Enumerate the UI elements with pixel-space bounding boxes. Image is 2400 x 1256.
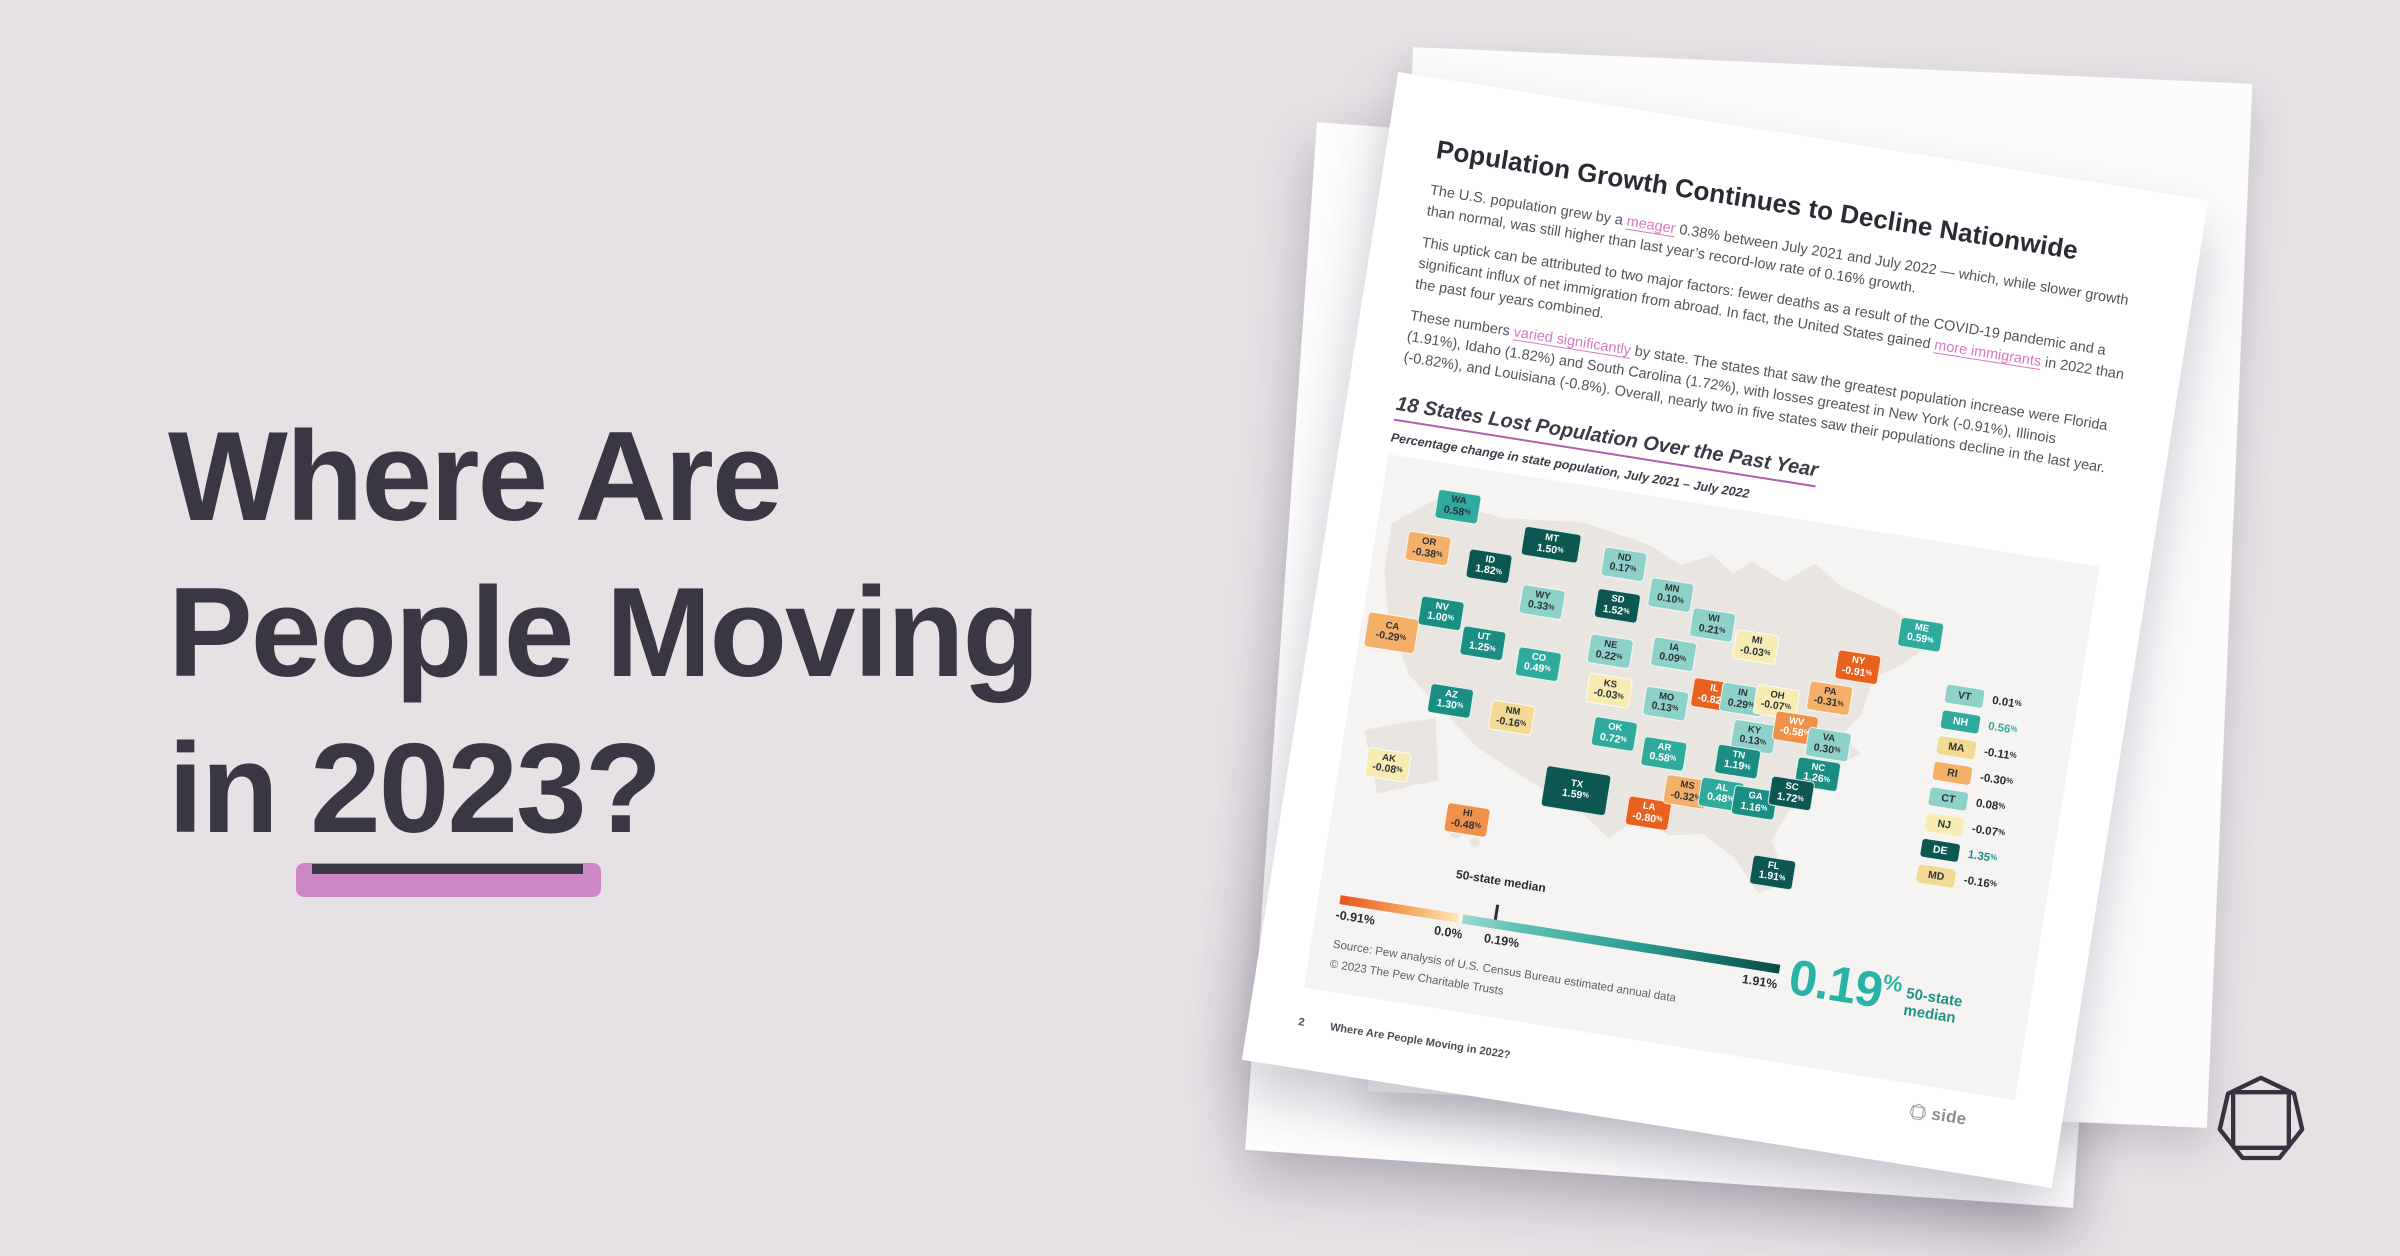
hero-line-3: in 2023? [168, 710, 1328, 897]
legend-value: -0.11% [1983, 746, 2018, 763]
legend-value: 0.01% [1991, 694, 2023, 711]
legend-swatch: MA [1936, 735, 1977, 760]
small-state-legend: VT 0.01% NH 0.56% MA -0.11% RI -0.30% CT 0.08% NJ -… [1915, 684, 2074, 910]
legend-swatch: DE [1919, 838, 1961, 863]
legend-swatch: MD [1915, 864, 1957, 889]
scale-label-zero: 0.0% [1433, 923, 1464, 942]
hero-title: Where Are People Moving in 2023? [168, 398, 1328, 897]
figure-panel: WA 0.58% OR -0.38% CA -0.29% NV 1.00% ID 1.82% MT 1… [1303, 454, 2100, 1101]
hero-line-3-prefix: in [168, 717, 311, 860]
paper-sheet-front: Population Growth Continues to Decline N… [1241, 72, 2209, 1188]
median-value: 0.19 [1785, 948, 1887, 1019]
inline-link[interactable]: meager [1625, 213, 1677, 238]
hero-line-2: People Moving [168, 561, 1040, 704]
median-callout: 0.19 % 50-state median [1785, 948, 1979, 1031]
legend-value: 1.35% [1966, 848, 1998, 865]
median-label: 50-state median [1902, 985, 1964, 1027]
legend-value: -0.30% [1979, 771, 2014, 788]
paper-watermark: side [1907, 1101, 1968, 1130]
legend-value: 0.56% [1987, 720, 2019, 736]
hero-question-mark: ? [584, 717, 663, 860]
median-percent-sign: % [1881, 969, 1905, 998]
us-map: WA 0.58% OR -0.38% CA -0.29% NV 1.00% ID 1.82% MT 1… [1334, 469, 1962, 939]
legend-swatch: NH [1940, 710, 1981, 734]
scale-label-min: -0.91% [1334, 907, 1376, 928]
scale-label-median: 0.19% [1482, 931, 1521, 951]
year-highlight: 2023 [296, 710, 601, 897]
legend-value: 0.08% [1975, 797, 2007, 813]
legend-value: -0.16% [1962, 874, 1998, 891]
footer-document-title: Where Are People Moving in 2022? [1329, 1021, 1512, 1062]
legend-swatch: VT [1944, 684, 1985, 709]
year-text: 2023 [310, 717, 587, 860]
legend-swatch: CT [1928, 787, 1969, 811]
scale-label-max: 1.91% [1741, 972, 1779, 992]
footer-page-number: 2 [1297, 1016, 1306, 1029]
hero-line-1: Where Are [168, 405, 782, 547]
side-rosette-icon [2217, 1075, 2305, 1161]
watermark-text: side [1930, 1104, 1968, 1129]
side-logo-icon [1909, 1103, 1926, 1121]
legend-value: -0.07% [1970, 823, 2006, 840]
side-brand-mark [2213, 1072, 2309, 1168]
page-footer: 2 Where Are People Moving in 2022? [1297, 1016, 1511, 1061]
legend-swatch: RI [1932, 761, 1973, 786]
legend-swatch: NJ [1924, 812, 1965, 837]
